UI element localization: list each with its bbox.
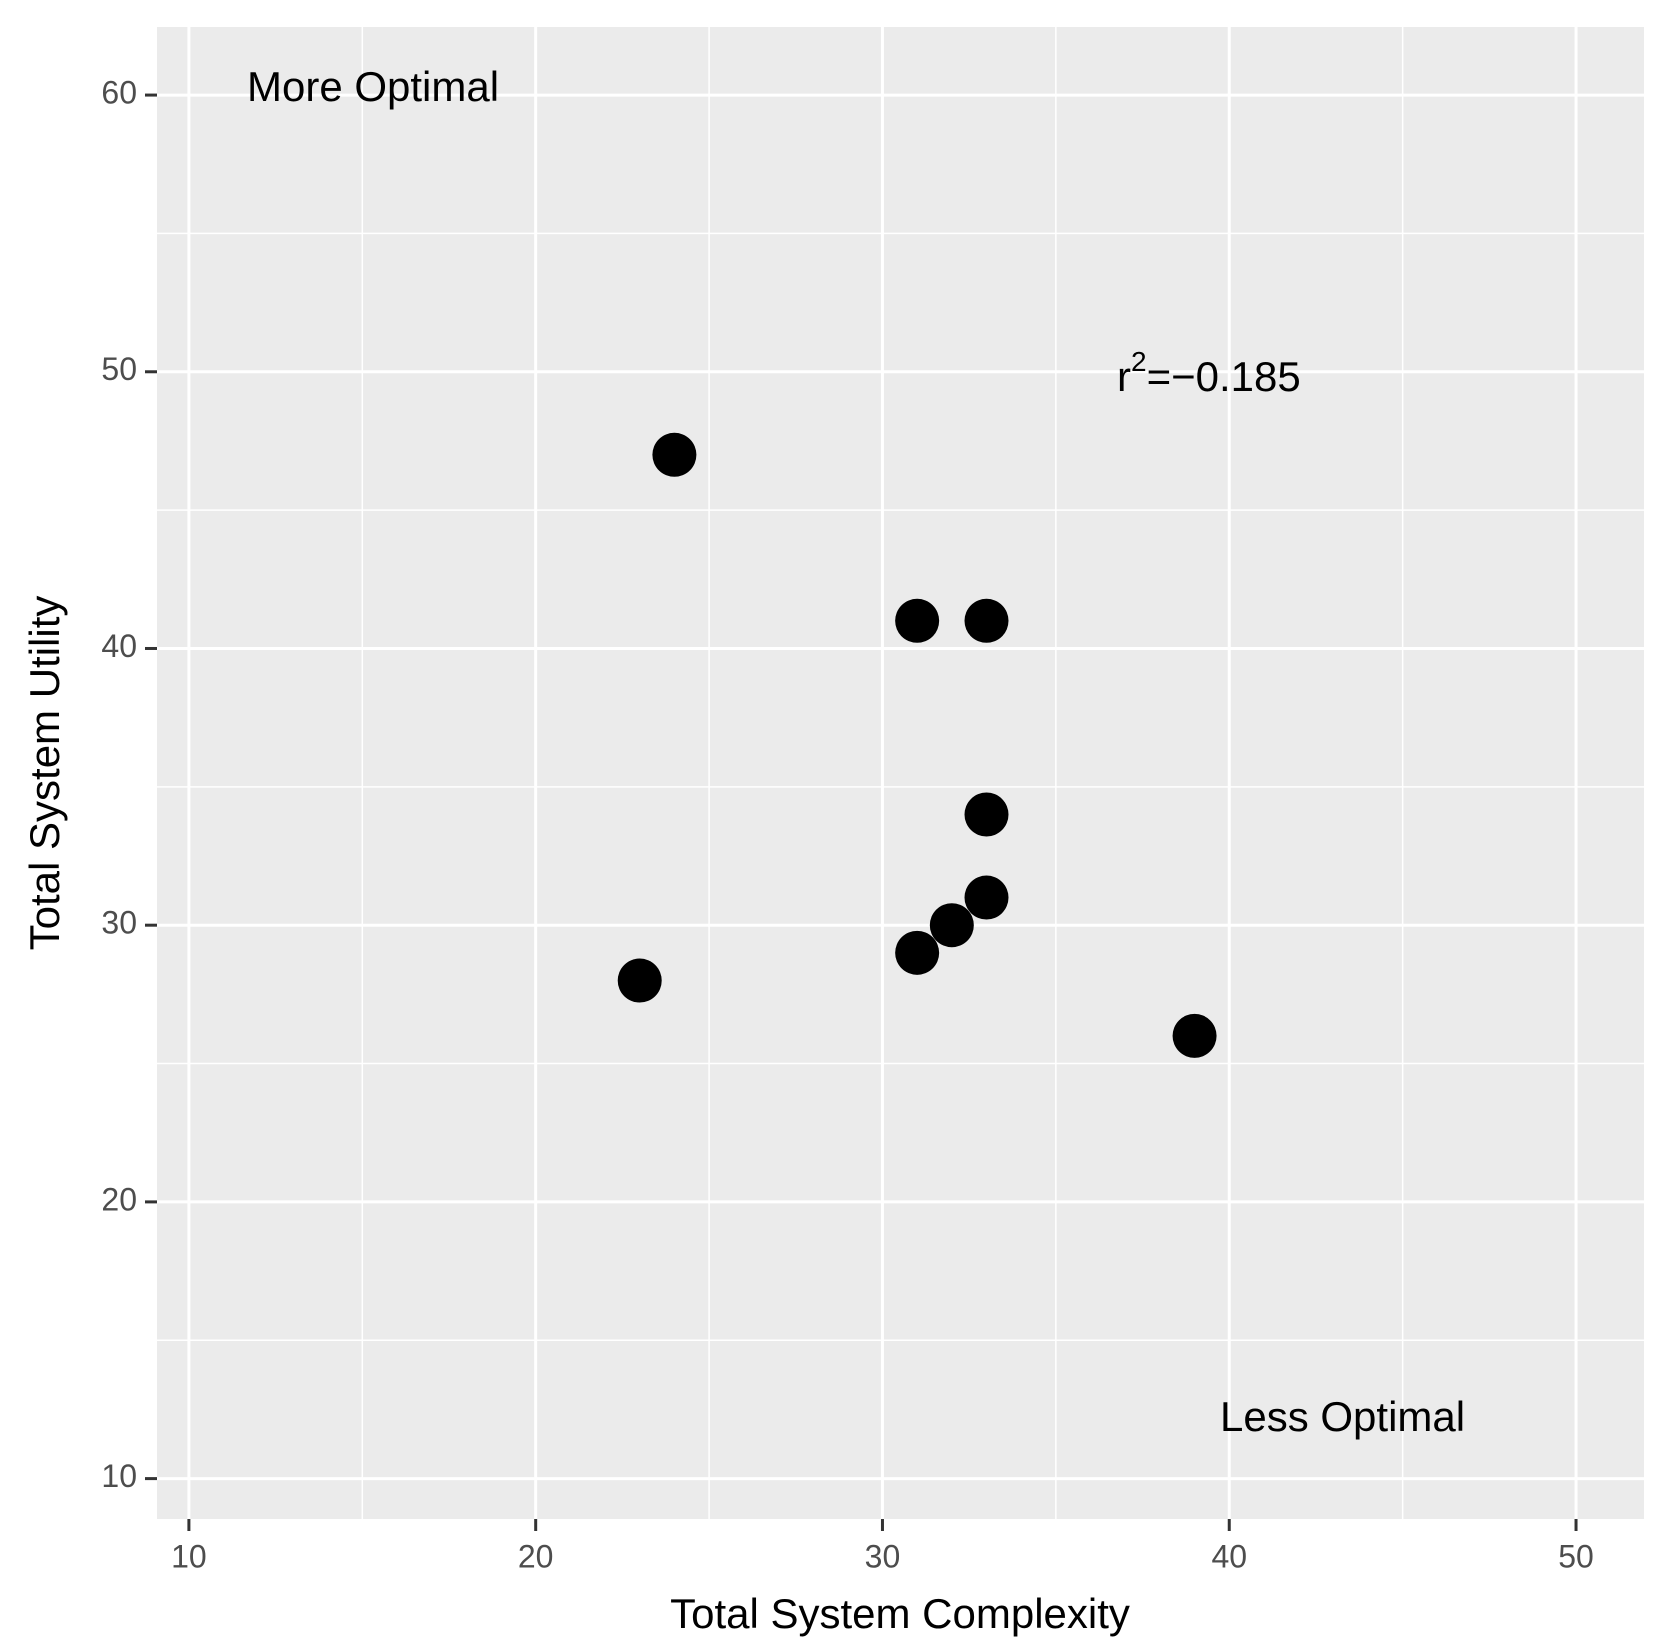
x-tick-label: 50: [1558, 1538, 1594, 1574]
y-tick-label: 50: [101, 351, 137, 387]
r-squared-value: =−0.185: [1147, 353, 1301, 400]
x-tick-label: 10: [171, 1538, 207, 1574]
plot-panel: [157, 27, 1644, 1519]
annotation: More Optimal: [247, 63, 499, 110]
point: [895, 930, 940, 975]
x-axis-title: Total System Complexity: [670, 1590, 1130, 1637]
grid: [157, 27, 1644, 1519]
point: [964, 792, 1009, 837]
point: [964, 875, 1009, 920]
point: [652, 432, 697, 477]
y-tick-label: 10: [101, 1458, 137, 1494]
point: [964, 598, 1009, 643]
r-squared-label: r2=−0.185: [1117, 346, 1301, 400]
r-squared-superscript: 2: [1131, 346, 1147, 377]
y-tick-label: 30: [101, 905, 137, 941]
points: [617, 432, 1217, 1058]
y-tick-label: 20: [101, 1181, 137, 1217]
x-tick-label: 40: [1211, 1538, 1247, 1574]
annotation: Less Optimal: [1220, 1393, 1465, 1440]
y-tick-label: 40: [101, 628, 137, 664]
x-tick-label: 30: [865, 1538, 901, 1574]
y-tick-label: 60: [101, 75, 137, 111]
r-squared-base: r: [1117, 353, 1131, 400]
point: [895, 598, 940, 643]
point: [1172, 1013, 1217, 1058]
point: [929, 903, 974, 948]
point: [617, 958, 662, 1003]
y-axis-title: Total System Utility: [21, 596, 68, 951]
x-tick-label: 20: [518, 1538, 554, 1574]
